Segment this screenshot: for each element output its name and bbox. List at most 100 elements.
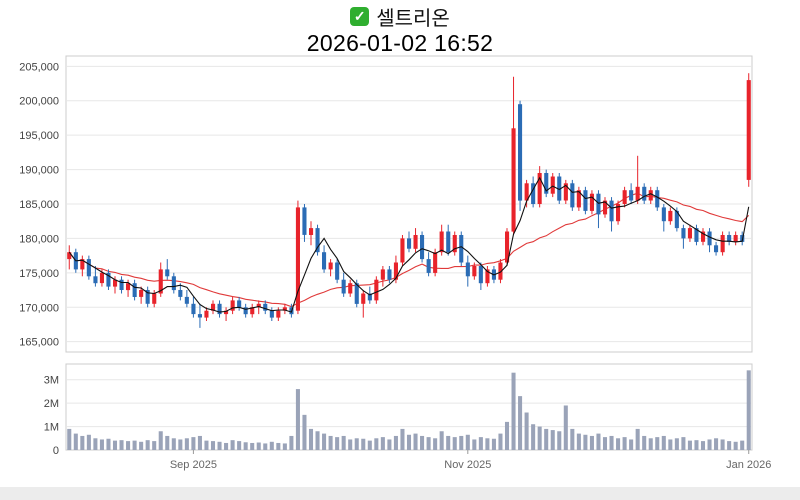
volume-bar bbox=[354, 438, 359, 450]
candle-body bbox=[733, 235, 738, 242]
volume-bar bbox=[348, 439, 353, 450]
volume-bar bbox=[635, 428, 640, 450]
candle-body bbox=[341, 279, 346, 294]
candle-body bbox=[616, 204, 621, 222]
candle-body bbox=[400, 238, 405, 263]
volume-bar bbox=[217, 441, 222, 450]
candle-body bbox=[243, 307, 248, 315]
checked-checkbox-icon[interactable]: ✓ bbox=[350, 6, 370, 26]
horizontal-scrollbar[interactable] bbox=[0, 487, 800, 500]
volume-bar bbox=[740, 440, 745, 450]
volume-bar bbox=[491, 438, 496, 450]
volume-bar bbox=[119, 440, 124, 450]
volume-bar bbox=[289, 435, 294, 450]
candle-body bbox=[674, 210, 679, 229]
candle-body bbox=[505, 231, 510, 263]
candle-body bbox=[629, 190, 634, 201]
volume-bar bbox=[727, 441, 732, 450]
candle-body bbox=[211, 303, 216, 311]
candle-body bbox=[152, 293, 157, 304]
candle-body bbox=[184, 296, 189, 304]
candle-body bbox=[478, 266, 483, 284]
candle-body bbox=[158, 269, 163, 294]
volume-bar bbox=[681, 437, 686, 450]
volume-bar bbox=[602, 437, 608, 450]
volume-bar bbox=[452, 437, 457, 450]
candle-body bbox=[309, 228, 314, 235]
candle-body bbox=[714, 245, 719, 253]
volume-bar bbox=[178, 439, 183, 450]
volume-grid bbox=[67, 379, 751, 428]
volume-bar bbox=[694, 440, 699, 450]
candle-body bbox=[550, 176, 555, 194]
price-grid bbox=[67, 65, 751, 343]
candle-body bbox=[596, 193, 601, 215]
volume-tick-label: 2M bbox=[44, 398, 59, 410]
volume-bar bbox=[184, 438, 189, 450]
price-tick-label: 175,000 bbox=[19, 268, 59, 280]
volume-bar bbox=[99, 439, 104, 450]
volume-bar bbox=[518, 396, 523, 450]
candle-body bbox=[322, 252, 327, 270]
volume-bar bbox=[733, 441, 738, 450]
candle-body bbox=[93, 276, 98, 284]
candle-body bbox=[433, 252, 438, 273]
candle-body bbox=[648, 190, 653, 201]
volume-bar bbox=[106, 438, 111, 450]
volume-bar bbox=[687, 440, 692, 450]
candle-body bbox=[113, 279, 118, 287]
candle-body bbox=[694, 228, 699, 242]
volume-bar bbox=[609, 435, 614, 450]
volume-bar bbox=[524, 412, 529, 450]
volume-bar bbox=[263, 443, 268, 450]
candle-body bbox=[276, 310, 281, 318]
candle-body bbox=[544, 173, 549, 194]
candle-body bbox=[250, 307, 255, 315]
candle-body bbox=[315, 228, 320, 253]
volume-bar bbox=[335, 437, 340, 450]
volume-bar bbox=[622, 437, 627, 450]
candle-body bbox=[67, 252, 72, 260]
chart-datetime: 2026-01-02 16:52 bbox=[306, 30, 494, 56]
candle-body bbox=[256, 303, 261, 308]
candle-body bbox=[727, 235, 732, 242]
candle-body bbox=[701, 231, 706, 242]
candle-body bbox=[269, 310, 274, 318]
price-axis-labels: 165,000 170,000 175,000 180,000 185,000 190,0… bbox=[19, 61, 59, 348]
candle-body bbox=[328, 262, 333, 270]
volume-bar bbox=[269, 441, 274, 450]
candle-body bbox=[178, 290, 183, 297]
candle-body bbox=[589, 193, 594, 211]
candle-body bbox=[204, 310, 209, 318]
volume-bar bbox=[433, 438, 438, 450]
volume-bar bbox=[583, 434, 588, 450]
candle-body bbox=[86, 259, 91, 277]
x-axis-labels: Sep 2025 Nov 2025 Jan 2026 bbox=[170, 450, 771, 471]
volume-tick-label: 1M bbox=[44, 422, 59, 434]
candle-body bbox=[668, 210, 673, 222]
price-tick-label: 170,000 bbox=[19, 302, 59, 314]
volume-bar bbox=[655, 437, 660, 450]
candle-body bbox=[498, 262, 503, 280]
candle-body bbox=[622, 190, 627, 204]
volume-bar bbox=[302, 414, 307, 450]
candle-body bbox=[354, 283, 359, 304]
stock-name: 셀트리온 bbox=[376, 7, 450, 30]
volume-bar bbox=[550, 430, 555, 450]
candle-body bbox=[217, 303, 222, 315]
candle-body bbox=[426, 259, 431, 273]
volume-bar bbox=[478, 437, 483, 450]
volume-bar bbox=[158, 431, 163, 450]
volume-bar bbox=[420, 435, 425, 450]
volume-bar bbox=[191, 437, 196, 450]
candle-body bbox=[393, 262, 398, 280]
volume-bar bbox=[674, 438, 679, 450]
volume-bar bbox=[295, 389, 300, 450]
volume-bar bbox=[616, 438, 621, 450]
candle-body bbox=[99, 272, 104, 284]
volume-bar bbox=[563, 405, 568, 450]
candle-body bbox=[282, 307, 287, 311]
volume-bar bbox=[210, 441, 216, 450]
